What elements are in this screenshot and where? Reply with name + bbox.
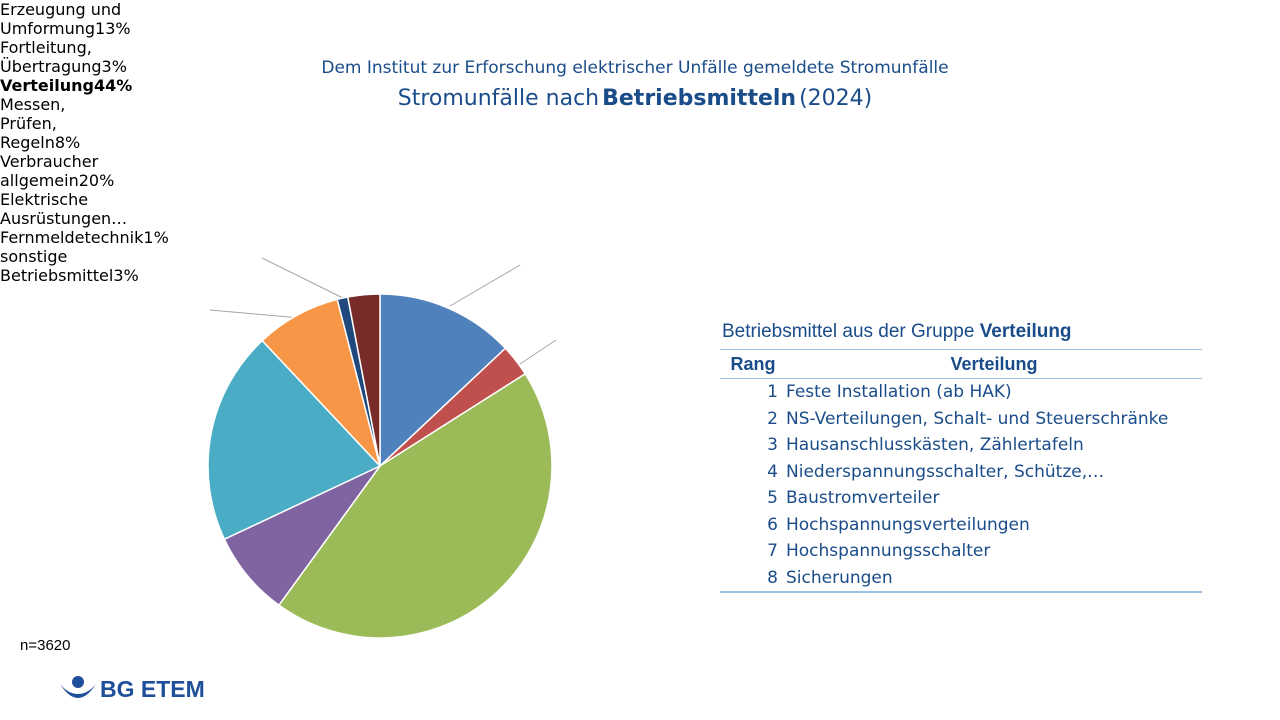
- table-row: 1 Feste Installation (ab HAK): [720, 379, 1202, 406]
- item-cell: Sicherungen: [786, 564, 1202, 593]
- category-label: Erzeugung und Umformung: [0, 0, 122, 38]
- slice-label: Fernmeldetechnik1%: [0, 228, 169, 247]
- category-label: Verbraucher allgemein: [0, 152, 99, 190]
- item-cell: Niederspannungsschalter, Schütze,…: [786, 461, 1105, 482]
- table-caption: Betriebsmittel aus der Gruppe Verteilung: [722, 321, 1072, 343]
- chart-title: Stromunfälle nach Betriebsmitteln (2024): [0, 86, 1270, 111]
- rank-cell: 8: [720, 564, 786, 593]
- title-part: Betriebsmitteln: [602, 86, 797, 111]
- category-label: sonstige Betriebsmittel: [0, 247, 114, 285]
- value-label: 8%: [54, 133, 81, 152]
- item-cell: Hausanschlusskästen, Zählertafeln: [786, 435, 1084, 456]
- slice-label: Elektrische Ausrüstungen…: [0, 190, 150, 228]
- category-label: Fortleitung, Übertragung: [0, 38, 102, 76]
- value-label: 20%: [78, 171, 115, 190]
- leader-lines: [209, 257, 557, 365]
- slice-label: Verbraucher allgemein20%: [0, 152, 120, 190]
- slice-label: Fortleitung, Übertragung3%: [0, 38, 127, 76]
- logo-icon: [60, 676, 96, 698]
- value-label: 44%: [93, 76, 133, 95]
- table-row: 6 Hochspannungsverteilungen: [720, 512, 1202, 539]
- table-row: 7 Hochspannungsschalter: [720, 538, 1202, 565]
- category-label: Messen, Prüfen, Regeln: [0, 95, 66, 152]
- slice-label: Verteilung44%: [0, 76, 132, 95]
- table-row: 4 Niederspannungsschalter, Schütze,…: [720, 459, 1202, 486]
- rank-cell: 6: [767, 514, 778, 535]
- rank-cell: 2: [767, 408, 778, 429]
- leader-line: [449, 264, 521, 307]
- item-cell: Hochspannungsschalter: [786, 541, 991, 562]
- annotation: n=3620: [20, 637, 71, 654]
- table-row: 3 Hausanschlusskästen, Zählertafeln: [720, 432, 1202, 459]
- category-label: Elektrische Ausrüstungen…: [0, 190, 128, 228]
- value-label: 1%: [143, 228, 169, 247]
- pie-slice: [277, 372, 553, 639]
- pie-labels: Erzeugung und Umformung13% Fortleitung, Ü…: [0, 0, 1280, 285]
- header-cell: Verteilung: [786, 349, 1202, 379]
- title-part: Stromunfälle nach: [397, 86, 600, 111]
- item-cell: Feste Installation (ab HAK): [786, 382, 1012, 403]
- item-cell: Baustromverteiler: [786, 488, 940, 509]
- leader-line: [209, 309, 301, 319]
- table: Rang Verteilung 1 Feste Installation (ab HA…: [720, 349, 1202, 593]
- header-cell: Rang: [720, 349, 786, 379]
- rank-cell: 1: [767, 382, 778, 403]
- pie-slice: [346, 293, 381, 467]
- leader-line: [261, 257, 344, 299]
- pie-slice: [379, 293, 507, 468]
- logo-text: BG ETEM: [100, 676, 205, 702]
- caption-part: Betriebsmittel aus der Gruppe: [722, 321, 975, 342]
- rank-cell: 4: [767, 461, 778, 482]
- value-label: 13%: [95, 19, 131, 38]
- value-label: 3%: [113, 266, 139, 285]
- pie-slice: [207, 339, 382, 541]
- chart-subtitle: Dem Institut zur Erforschung elektrische…: [321, 58, 949, 78]
- category-label: Verteilung: [0, 76, 94, 95]
- table-row: 2 NS-Verteilungen, Schalt- und Steuerschr…: [720, 406, 1202, 433]
- slice-label: Erzeugung und Umformung13%: [0, 0, 140, 38]
- pie-chart: [207, 257, 557, 639]
- rank-cell: 7: [767, 541, 778, 562]
- header-row: Rang Verteilung: [720, 349, 1202, 379]
- slice-label: sonstige Betriebsmittel3%: [0, 247, 139, 285]
- rank-cell: 5: [767, 488, 778, 509]
- slice-label: Messen, Prüfen, Regeln8%: [0, 95, 120, 152]
- value-label: 3%: [101, 57, 127, 76]
- category-label: Fernmeldetechnik: [0, 228, 144, 247]
- table-row: 8 Sicherungen: [720, 564, 1202, 593]
- item-cell: NS-Verteilungen, Schalt- und Steuerschrä…: [786, 408, 1169, 429]
- table-row: 5 Baustromverteiler: [720, 485, 1202, 512]
- leader-line: [519, 339, 557, 365]
- item-cell: Hochspannungsverteilungen: [786, 514, 1030, 535]
- rank-cell: 3: [767, 435, 778, 456]
- title-part: (2024): [799, 86, 873, 111]
- caption-part: Verteilung: [979, 321, 1072, 342]
